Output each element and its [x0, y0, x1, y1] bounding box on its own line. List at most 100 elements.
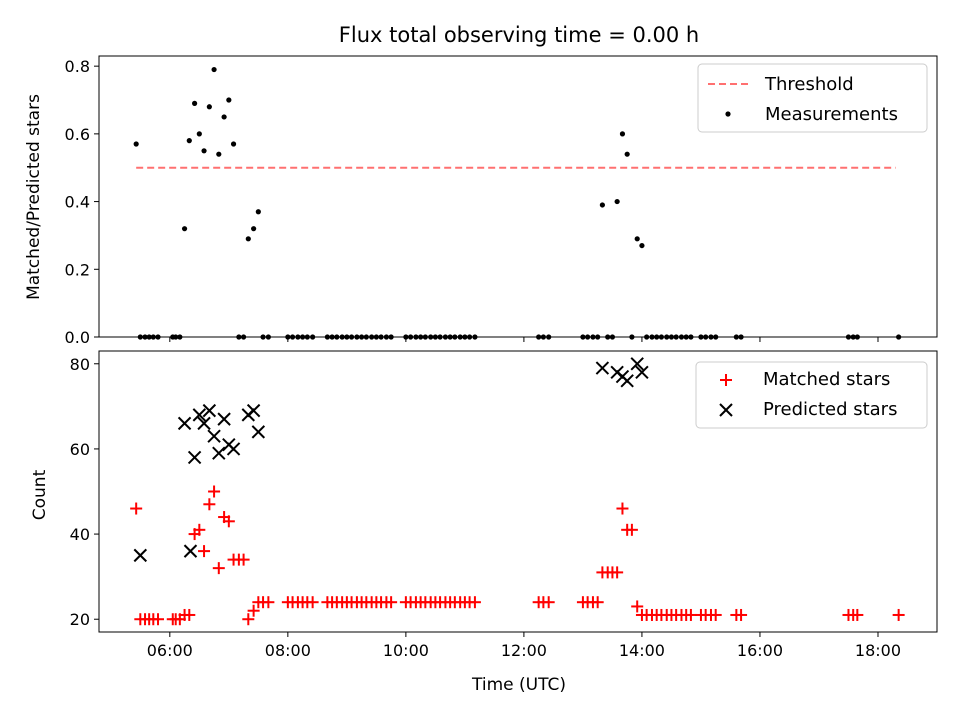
- predicted-point: [202, 403, 217, 418]
- measurement-point: [206, 104, 212, 110]
- panel-1-ytick-label: 60: [70, 440, 90, 459]
- measurement-point: [644, 334, 650, 340]
- measurement-point: [155, 334, 161, 340]
- measurement-point: [599, 202, 605, 208]
- measurement-point: [236, 334, 242, 340]
- measurement-point: [422, 334, 428, 340]
- bottom-legend: Matched stars Predicted stars: [695, 361, 928, 429]
- measurement-point: [536, 334, 542, 340]
- bottom-y-axis-label: Count: [30, 469, 50, 520]
- measurement-point: [344, 334, 350, 340]
- matched-point: [152, 613, 165, 626]
- chart-title: Flux total observing time = 0.00 h: [339, 23, 699, 47]
- measurement-point: [546, 334, 552, 340]
- measurement-point: [432, 334, 438, 340]
- measurement-point: [388, 334, 394, 340]
- predicted-point: [207, 429, 221, 443]
- measurement-point: [688, 334, 694, 340]
- measurement-point: [437, 334, 443, 340]
- measurement-point: [540, 334, 546, 340]
- measurement-point: [146, 334, 152, 340]
- matched-point: [262, 596, 275, 609]
- predicted-point: [197, 416, 211, 431]
- matched-point: [203, 498, 216, 511]
- measurement-point: [614, 198, 620, 205]
- matched-point: [222, 515, 235, 528]
- matched-point: [130, 502, 143, 515]
- top-legend-box: [697, 63, 928, 133]
- measurement-point: [595, 334, 601, 340]
- measurement-point: [295, 334, 301, 340]
- legend-predicted-swatch: [719, 403, 733, 417]
- measurement-point: [137, 334, 143, 340]
- legend-predicted-label: Predicted stars: [763, 399, 897, 420]
- measurement-point: [299, 334, 306, 340]
- matched-point: [468, 596, 481, 609]
- measurement-point: [442, 334, 449, 340]
- panel-1-xtick-label: 06:00: [147, 641, 193, 660]
- measurement-point: [211, 66, 217, 73]
- matched-point: [198, 545, 211, 558]
- measurement-point: [348, 334, 355, 340]
- measurement-point: [260, 334, 266, 340]
- matched-point: [735, 608, 748, 621]
- matched-point: [591, 596, 604, 609]
- measurement-point: [850, 334, 856, 340]
- measurement-point: [590, 334, 596, 340]
- matched-point: [212, 562, 225, 575]
- matched-point: [851, 608, 864, 621]
- measurement-point: [255, 209, 261, 215]
- measurement-point: [285, 334, 291, 340]
- measurement-point: [354, 334, 360, 340]
- measurement-point: [142, 334, 148, 340]
- panel-1-xtick-label: 18:00: [855, 641, 901, 660]
- top-y-axis-label: Matched/Predicted stars: [24, 94, 44, 300]
- measurement-point: [324, 334, 330, 340]
- measurement-point: [251, 226, 257, 232]
- measurement-point: [329, 334, 335, 340]
- measurement-point: [854, 334, 860, 340]
- panel-1-xtick-label: 10:00: [383, 641, 429, 660]
- matched-point: [183, 608, 196, 621]
- measurement-point: [580, 334, 586, 340]
- legend-matched-label: Matched stars: [763, 369, 890, 390]
- measurement-point: [226, 97, 232, 103]
- matched-point: [237, 553, 250, 566]
- panel-1-frame: [98, 350, 938, 633]
- predicted-point: [187, 450, 202, 465]
- measurement-point: [378, 334, 384, 340]
- measurement-point: [304, 334, 310, 340]
- series-measurements: [133, 66, 902, 340]
- measurement-point: [383, 334, 389, 340]
- predicted-point: [177, 416, 192, 431]
- panel-1-ytick-label: 40: [70, 525, 90, 544]
- predicted-point: [635, 365, 649, 379]
- measurement-point: [649, 334, 655, 340]
- panel-0-ytick-label: 0.6: [65, 125, 90, 144]
- measurement-point: [698, 334, 704, 340]
- measurement-point: [585, 334, 591, 340]
- measurement-point: [738, 334, 744, 340]
- measurement-point: [196, 131, 202, 137]
- measurement-point: [407, 334, 414, 340]
- measurement-point: [310, 334, 316, 340]
- measurement-point: [668, 334, 675, 340]
- matched-point: [892, 608, 905, 621]
- measurement-point: [230, 141, 237, 147]
- top-legend: Threshold Measurements: [697, 63, 928, 133]
- predicted-point: [192, 408, 207, 422]
- predicted-point: [595, 361, 610, 375]
- measurement-point: [658, 334, 665, 340]
- measurement-point: [624, 151, 630, 157]
- matched-point: [611, 566, 624, 579]
- measurement-point: [639, 242, 645, 249]
- measurement-point: [418, 334, 424, 340]
- predicted-point: [251, 425, 266, 439]
- measurement-point: [629, 334, 635, 340]
- measurement-point: [373, 334, 379, 340]
- measurement-point: [150, 334, 156, 340]
- panel-0-ytick-label: 0.2: [65, 260, 90, 279]
- panel-1-ytick-label: 80: [70, 355, 90, 374]
- matched-point: [631, 600, 644, 613]
